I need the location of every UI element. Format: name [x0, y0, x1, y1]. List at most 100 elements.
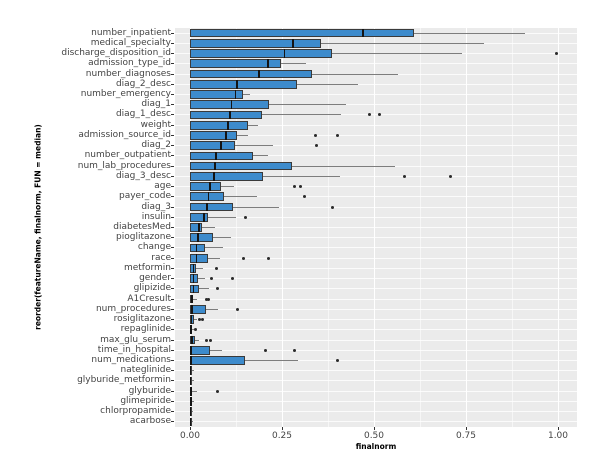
ytick-label: discharge_disposition_id [61, 48, 171, 59]
gridline-horizontal [175, 380, 577, 382]
median-line [227, 120, 230, 130]
xtick-mark [373, 427, 375, 430]
outlier-dot [331, 205, 335, 209]
gridline-horizontal [175, 370, 577, 372]
ytick-mark [171, 196, 174, 198]
ytick-label: max_glu_serum [100, 334, 171, 345]
median-line [209, 182, 211, 191]
ytick-label: admission_source_id [78, 129, 171, 140]
median-line [230, 100, 233, 110]
ytick-mark [171, 308, 174, 310]
ytick-mark [171, 227, 174, 228]
ytick-mark [171, 400, 174, 402]
median-line [190, 386, 192, 396]
gridline-vertical-major [281, 28, 283, 427]
outlier-dot [200, 318, 204, 322]
box-iqr [190, 223, 202, 232]
ytick-label: time_in_hospital [97, 344, 171, 355]
box-iqr [190, 192, 224, 202]
median-line [191, 305, 193, 314]
gridline-horizontal [175, 421, 577, 423]
whisker-line [190, 298, 198, 300]
outlier-dot [236, 307, 240, 311]
ytick-label: insulin [141, 211, 171, 222]
gridline-horizontal [175, 400, 577, 402]
median-line [283, 49, 286, 58]
gridline-horizontal [175, 319, 577, 321]
ytick-label: age [154, 181, 171, 192]
outlier-dot [216, 287, 220, 291]
ytick-mark [171, 155, 174, 157]
box-iqr [190, 120, 248, 130]
ytick-label: glimepiride [120, 395, 171, 406]
outlier-dot [206, 297, 210, 301]
box-iqr [190, 161, 293, 171]
outlier-dot [402, 174, 406, 178]
ytick-label: admission_type_id [88, 58, 171, 69]
gridline-horizontal [175, 63, 577, 65]
ytick-mark [171, 94, 174, 95]
median-line [189, 407, 192, 416]
outlier-dot [336, 133, 340, 137]
ytick-mark [171, 247, 174, 249]
median-line [215, 151, 217, 161]
median-line [220, 141, 222, 150]
whisker-line [190, 175, 341, 177]
ytick-label: acarbose [129, 416, 171, 427]
gridline-horizontal [175, 134, 577, 136]
gridline-horizontal [175, 278, 577, 280]
ytick-mark [171, 134, 174, 136]
median-line [191, 294, 193, 304]
outlier-dot [293, 185, 297, 189]
box-iqr [190, 182, 221, 191]
ytick-label: diag_1 [141, 99, 171, 110]
xtick-mark [281, 427, 283, 430]
ytick-label: number_outpatient [84, 150, 171, 161]
ytick-mark [171, 370, 174, 372]
whisker-line [190, 42, 485, 44]
ytick-label: payer_code [119, 191, 171, 202]
median-line [229, 110, 231, 120]
gridline-horizontal [175, 237, 577, 239]
gridline-horizontal [175, 360, 577, 361]
outlier-dot [555, 52, 559, 56]
ytick-mark [171, 42, 174, 44]
box-iqr [190, 141, 235, 150]
median-line [362, 28, 364, 38]
median-line [225, 131, 227, 140]
whisker-line [190, 267, 204, 269]
gridline-horizontal [175, 196, 577, 198]
ytick-mark [171, 216, 174, 218]
outlier-dot [205, 338, 209, 342]
gridline-horizontal [175, 329, 577, 331]
gridline-horizontal [175, 390, 577, 392]
ytick-label: weight [140, 119, 171, 130]
gridline-horizontal [175, 216, 577, 218]
ytick-label: chlorpropamide [100, 406, 171, 417]
ytick-label: rosiglitazone [113, 314, 171, 325]
box-iqr [190, 69, 313, 79]
gridline-horizontal [175, 267, 577, 269]
ytick-label: repaglinide [120, 324, 171, 335]
ytick-mark [171, 165, 174, 167]
box-iqr [190, 28, 415, 38]
ytick-label: num_procedures [95, 303, 171, 314]
x-axis-title: finalnorm [355, 442, 397, 451]
ytick-mark [171, 104, 174, 106]
gridline-horizontal [175, 83, 577, 85]
box-iqr [190, 100, 270, 110]
whisker-line [190, 390, 197, 392]
box-iqr [190, 90, 243, 99]
box-iqr [190, 172, 264, 181]
median-line [189, 325, 192, 335]
ytick-mark [171, 257, 174, 259]
outlier-dot [263, 348, 267, 352]
ytick-label: change [137, 242, 171, 253]
ytick-mark [171, 411, 174, 413]
median-line [189, 366, 192, 376]
median-line [190, 345, 192, 355]
ytick-mark [171, 83, 174, 85]
ytick-label: race [151, 252, 171, 263]
box-iqr [190, 356, 245, 365]
